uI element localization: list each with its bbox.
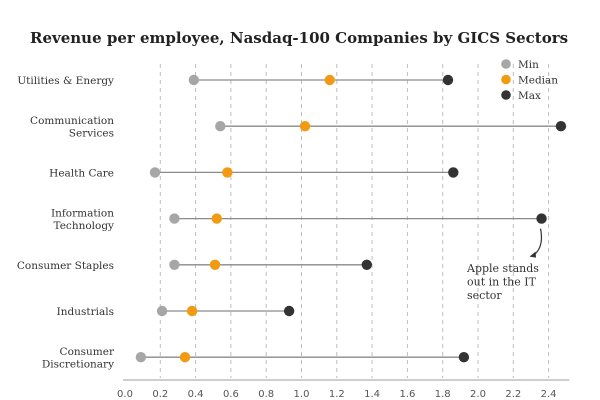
annotation-text: sector	[467, 289, 502, 302]
x-tick-label: 2.0	[470, 389, 486, 400]
legend-label-min: Min	[518, 59, 539, 71]
point-max	[555, 121, 567, 132]
x-tick-label: 1.2	[329, 389, 345, 400]
category-label: Discretionary	[42, 358, 114, 370]
point-max	[458, 352, 470, 363]
point-max	[283, 305, 295, 317]
point-max	[536, 213, 547, 224]
annotation-text: out in the IT	[467, 276, 537, 289]
x-tick-label: 1.4	[364, 389, 380, 400]
data-points	[135, 74, 567, 363]
point-min	[215, 121, 226, 132]
x-tick-label: 0.0	[117, 389, 133, 400]
category-label: Health Care	[49, 167, 114, 179]
category-label: Technology	[54, 220, 115, 232]
annotation-arrow	[531, 228, 543, 258]
point-max	[448, 167, 459, 178]
point-min	[135, 352, 147, 363]
legend-label-max: Max	[518, 90, 541, 102]
x-tick-label: 0.8	[258, 389, 274, 400]
point-median	[324, 74, 335, 86]
legend-marker-max	[501, 90, 511, 100]
point-min	[169, 259, 180, 270]
point-min	[149, 167, 161, 178]
category-label: Information	[51, 207, 114, 219]
x-axis: 0.0 0.2 0.4 0.6 0.8 1.0 1.2 1.4 1.6 1.8 2.0 2.2 2.4	[117, 379, 570, 400]
annotation-text: Apple stands	[466, 262, 539, 275]
category-label: Communication	[30, 115, 114, 127]
point-min	[169, 213, 180, 224]
legend-marker-min	[501, 59, 511, 69]
point-median	[209, 259, 221, 270]
category-label: Services	[69, 127, 114, 139]
x-tick-label: 1.6	[399, 389, 415, 400]
point-max	[442, 74, 454, 86]
point-min	[156, 305, 168, 317]
annotation-arrowhead	[529, 251, 537, 258]
category-label: Consumer Staples	[17, 260, 114, 272]
point-min	[188, 74, 200, 86]
chart-title: Revenue per employee, Nasdaq-100 Compani…	[30, 29, 568, 47]
category-label: Industrials	[57, 306, 114, 318]
point-median	[299, 121, 311, 132]
point-max	[361, 259, 373, 270]
x-tick-label: 0.6	[223, 389, 239, 400]
x-tick-label: 0.2	[152, 389, 168, 400]
point-median	[211, 213, 222, 224]
category-label: Consumer	[60, 346, 115, 358]
x-tick-label: 1.8	[435, 389, 451, 400]
legend: Min Median Max	[501, 59, 558, 102]
point-median	[222, 167, 233, 178]
legend-label-median: Median	[518, 75, 558, 87]
x-tick-label: 2.2	[505, 389, 521, 400]
legend-marker-median	[501, 74, 511, 85]
x-tick-label: 2.4	[541, 389, 557, 400]
point-median	[179, 352, 191, 363]
x-tick-label: 0.4	[188, 389, 204, 400]
range-lines	[140, 79, 561, 358]
point-median	[186, 305, 198, 317]
category-label: Utilities & Energy	[17, 75, 114, 87]
x-tick-label: 1.0	[294, 389, 310, 400]
